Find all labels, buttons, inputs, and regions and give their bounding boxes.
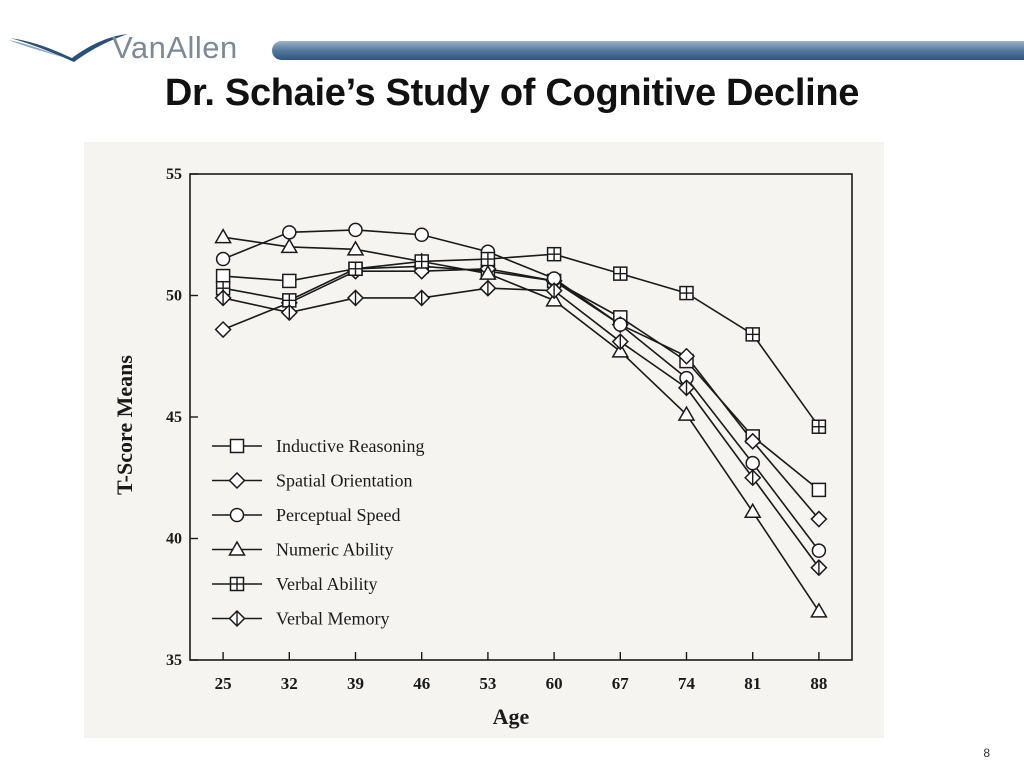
data-point-s0: [215, 268, 231, 284]
slide-number: 8: [983, 746, 990, 760]
x-tick-label: 67: [612, 674, 630, 693]
legend-marker: [229, 507, 245, 523]
header-bar: [272, 41, 1024, 60]
data-point-s3: [677, 405, 696, 421]
data-point-s1: [744, 432, 762, 450]
y-tick-label: 50: [166, 288, 182, 305]
brand-name: VanAllen: [112, 30, 238, 65]
y-tick-label: 55: [166, 166, 182, 183]
legend-label: Verbal Ability: [276, 574, 378, 594]
data-point-s3: [479, 264, 497, 280]
data-point-s2: [613, 317, 628, 332]
x-tick-label: 88: [810, 674, 827, 693]
y-tick-label: 40: [166, 531, 182, 548]
series-line-5: [222, 287, 820, 569]
x-tick-label: 53: [479, 674, 496, 693]
legend-label: Inductive Reasoning: [276, 436, 424, 456]
data-point-s2: [745, 455, 760, 471]
series-line-2: [222, 229, 820, 552]
data-point-s3: [743, 502, 762, 519]
data-point-s1: [677, 347, 696, 365]
legend-label: Numeric Ability: [276, 540, 393, 560]
legend-label: Verbal Memory: [276, 609, 389, 629]
series-line-4: [222, 253, 820, 428]
chart-figure: 35 40 45 50 55 25 32 39 46 53 60 67 74 81 88 Age T-Score…: [84, 142, 884, 738]
x-tick-label: 46: [413, 674, 430, 693]
series-line-3: [222, 236, 820, 612]
x-tick-label: 32: [281, 674, 298, 693]
x-tick-label: 39: [347, 674, 364, 693]
data-point-s2: [215, 251, 231, 267]
series-line-0: [223, 265, 820, 491]
x-tick-label: 25: [215, 674, 232, 693]
data-point-s2: [282, 225, 297, 240]
x-axis-label: Age: [493, 704, 530, 729]
y-axis-label: T-Score Means: [112, 355, 137, 495]
data-point-s2: [811, 543, 827, 558]
data-point-s0: [811, 482, 827, 498]
data-point-s3: [280, 237, 299, 254]
slide-header: VanAllen: [0, 0, 1024, 75]
series-line-1: [222, 267, 820, 520]
data-point-s3: [545, 291, 563, 307]
y-tick-label: 45: [166, 409, 182, 426]
data-point-s1: [810, 510, 828, 528]
data-point-s2: [348, 222, 363, 238]
legend-marker: [228, 471, 246, 490]
data-point-s0: [282, 273, 297, 289]
data-point-s3: [611, 342, 630, 358]
legend-marker: [229, 438, 245, 454]
legend-label: Perceptual Speed: [276, 505, 400, 525]
y-tick-label: 35: [166, 652, 182, 669]
x-tick-label: 60: [546, 674, 563, 693]
x-tick-label: 81: [744, 674, 761, 693]
legend-marker: [228, 540, 246, 556]
brand-swoosh-icon: [8, 34, 128, 62]
data-point-s3: [214, 228, 232, 244]
x-tick-label: 74: [678, 674, 696, 693]
slide-title: Dr. Schaie’s Study of Cognitive Decline: [164, 72, 860, 114]
data-point-s2: [414, 227, 429, 242]
data-point-s3: [346, 240, 365, 256]
data-point-s3: [810, 602, 828, 618]
line-chart: 35 40 45 50 55 25 32 39 46 53 60 67 74 81 88 Age T-Score…: [112, 166, 853, 729]
data-point-s1: [214, 320, 232, 339]
legend-label: Spatial Orientation: [276, 471, 412, 491]
